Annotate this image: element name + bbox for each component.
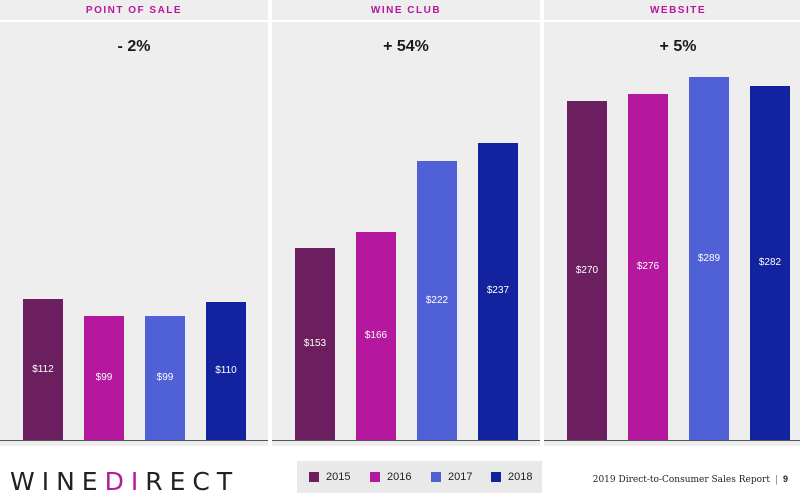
chart-panel: WINE CLUB + 54% $153 $166 $222 $237 bbox=[272, 0, 540, 446]
bar-2017: $289 bbox=[689, 77, 729, 440]
legend-label-2018: 2018 bbox=[508, 471, 533, 483]
bar-2018: $282 bbox=[750, 86, 790, 440]
legend-item-2015: 2015 bbox=[309, 471, 350, 483]
legend-label-2016: 2016 bbox=[387, 471, 412, 483]
footer-separator: | bbox=[774, 475, 778, 485]
logo-text-left: WINE bbox=[10, 467, 105, 496]
footer: 2019 Direct-to-Consumer Sales Report | 9 bbox=[593, 474, 788, 485]
panel-title: WEBSITE bbox=[649, 5, 707, 16]
bar-value-label: $153 bbox=[303, 337, 327, 349]
legend-swatch-2018 bbox=[491, 472, 501, 482]
percent-change: + 5% bbox=[659, 38, 697, 55]
bar-2018: $237 bbox=[478, 142, 518, 440]
chart-panel: WEBSITE + 5% $270 $276 $289 $282 bbox=[544, 0, 800, 446]
footer-title: 2019 Direct-to-Consumer Sales Report bbox=[592, 475, 770, 485]
logo-mark: DI bbox=[104, 467, 146, 496]
page-number: 9 bbox=[782, 474, 788, 484]
legend-item-2016: 2016 bbox=[370, 471, 411, 483]
bar-2016: $166 bbox=[356, 231, 396, 440]
bar-value-label: $270 bbox=[575, 264, 599, 276]
bar-2016: $99 bbox=[84, 315, 124, 440]
legend-item-2018: 2018 bbox=[491, 471, 532, 483]
legend-item-2017: 2017 bbox=[431, 471, 472, 483]
bar-value-label: $110 bbox=[215, 364, 237, 376]
bar-value-label: $237 bbox=[486, 285, 510, 297]
baseline bbox=[544, 440, 800, 441]
panel-divider bbox=[272, 20, 540, 22]
panel-divider bbox=[0, 20, 268, 22]
bar-2017: $99 bbox=[145, 315, 185, 440]
bar-value-label: $99 bbox=[156, 371, 174, 383]
legend: 2015 2016 2017 2018 bbox=[297, 461, 542, 493]
bar-2015: $112 bbox=[23, 299, 63, 440]
winedirect-logo: WINEDIRECT bbox=[10, 467, 239, 496]
bar-2015: $270 bbox=[567, 101, 607, 440]
bar-2017: $222 bbox=[417, 161, 457, 440]
bar-2018: $110 bbox=[206, 301, 246, 440]
percent-change: + 54% bbox=[383, 38, 429, 55]
bar-value-label: $222 bbox=[425, 294, 449, 306]
bar-2016: $276 bbox=[628, 93, 668, 440]
legend-label-2015: 2015 bbox=[326, 471, 351, 483]
bar-value-label: $289 bbox=[697, 252, 721, 264]
bar-value-label: $276 bbox=[636, 260, 660, 272]
legend-swatch-2016 bbox=[370, 472, 380, 482]
legend-swatch-2017 bbox=[431, 472, 441, 482]
panel-title: POINT OF SALE bbox=[85, 5, 183, 16]
panel-divider bbox=[544, 20, 800, 22]
legend-swatch-2015 bbox=[309, 472, 319, 482]
bar-2015: $153 bbox=[295, 247, 335, 440]
bar-value-label: $112 bbox=[32, 363, 54, 375]
chart-panel: POINT OF SALE - 2% $112 $99 $99 $110 bbox=[0, 0, 268, 446]
bar-value-label: $282 bbox=[758, 257, 782, 269]
baseline bbox=[272, 440, 540, 441]
percent-change: - 2% bbox=[117, 38, 151, 55]
logo-text-right: RECT bbox=[145, 467, 240, 496]
panel-title: WINE CLUB bbox=[370, 5, 442, 16]
legend-label-2017: 2017 bbox=[448, 471, 473, 483]
bar-value-label: $166 bbox=[364, 329, 388, 341]
baseline bbox=[0, 440, 268, 441]
bar-value-label: $99 bbox=[95, 371, 113, 383]
